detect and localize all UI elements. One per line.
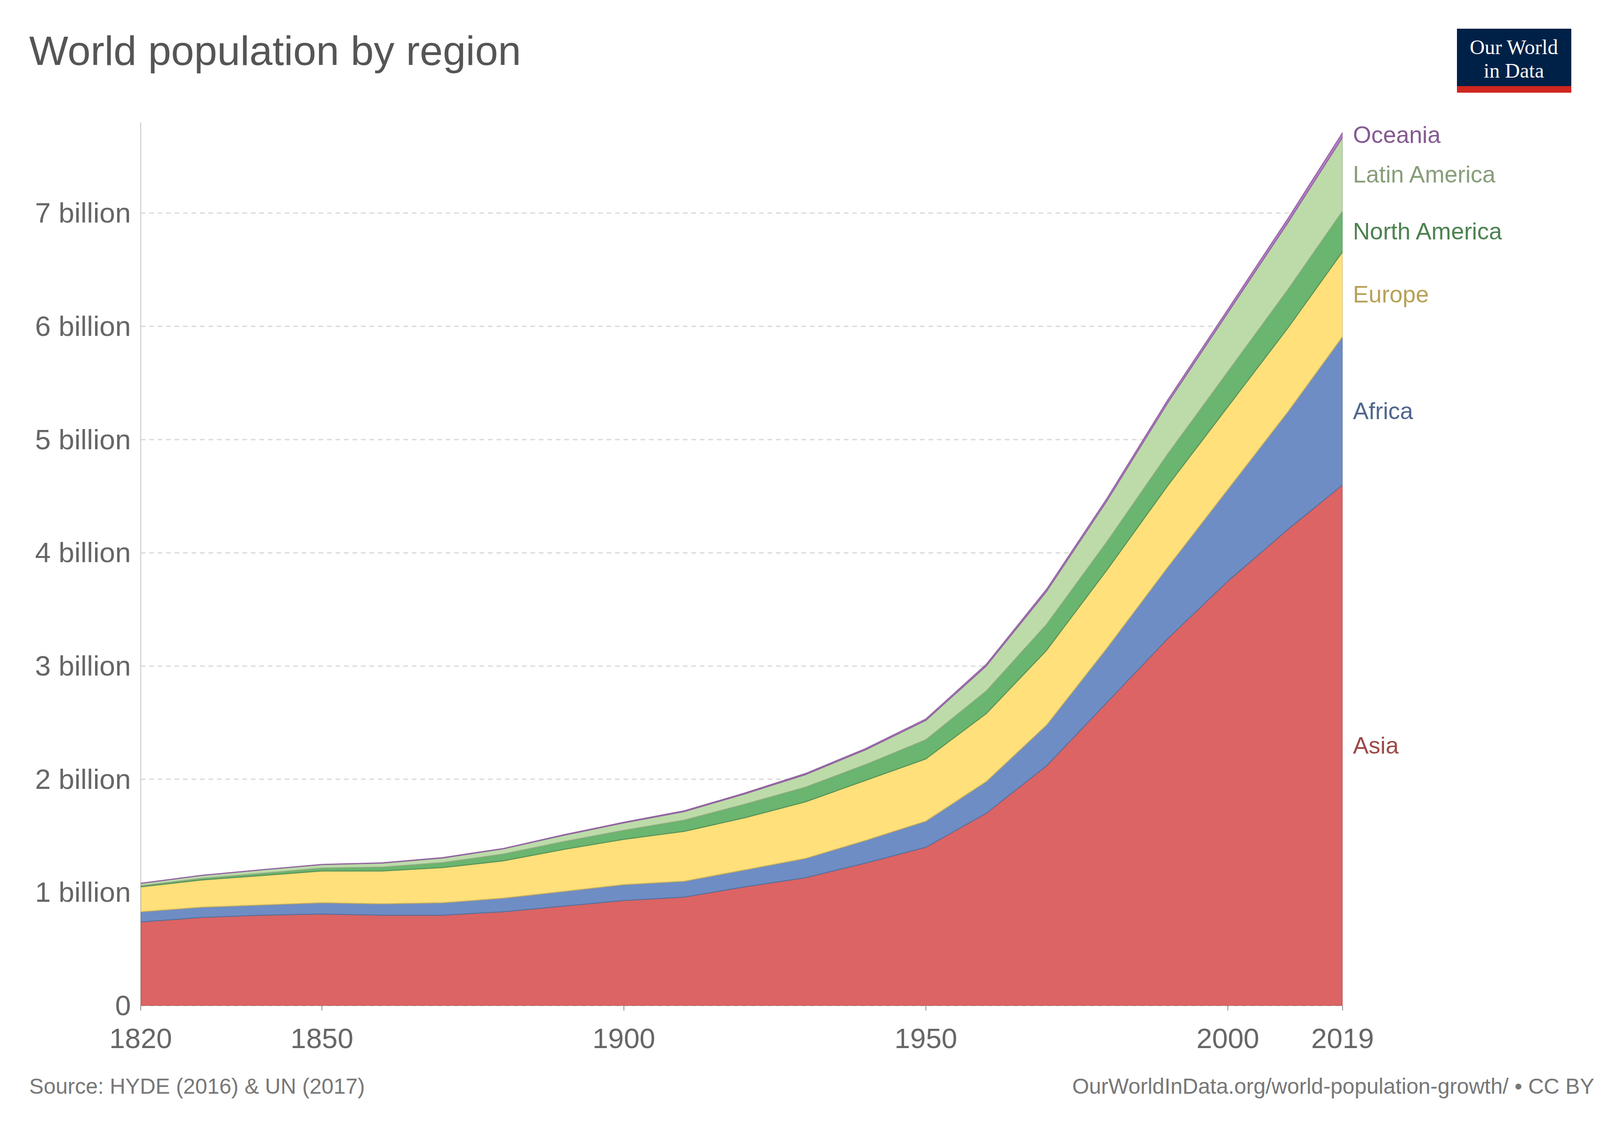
plot-area (140, 132, 1343, 1007)
grid-line (140, 212, 1343, 215)
x-tick (1342, 1006, 1344, 1011)
x-tick-label: 1900 (592, 1023, 656, 1055)
logo-text: Our World (1469, 35, 1559, 59)
logo: Our Worldin Data (1456, 28, 1572, 93)
x-tick (623, 1006, 625, 1011)
x-tick-label: 1820 (109, 1023, 172, 1055)
credit: OurWorldInData.org/world-population-grow… (1072, 1074, 1595, 1099)
area-4 (140, 137, 1343, 887)
y-tick-label: 0 (115, 990, 131, 1022)
logo-box (1456, 28, 1572, 92)
y-tick-label: 5 billion (35, 424, 131, 456)
x-tick (925, 1006, 927, 1011)
source: Source: HYDE (2016) & UN (2017) (29, 1074, 365, 1099)
title: World population by region (29, 27, 521, 74)
series-label: Oceania (1352, 121, 1441, 149)
x-tick-label: 2000 (1196, 1023, 1259, 1055)
series-label: Africa (1352, 398, 1414, 425)
y-tick-label: 1 billion (35, 876, 131, 909)
x-tick-label: 1950 (894, 1023, 958, 1055)
area-3 (140, 210, 1343, 888)
series-label: Latin America (1352, 161, 1496, 188)
series-label: Asia (1352, 732, 1399, 760)
area-5 (140, 132, 1343, 884)
x-tick-label: 2019 (1311, 1023, 1374, 1055)
y-tick-label: 4 billion (35, 536, 131, 569)
logo-text: in Data (1483, 59, 1544, 83)
y-axis-line (140, 122, 142, 1007)
x-tick (321, 1006, 323, 1011)
grid-line (140, 325, 1343, 328)
series-label: North America (1352, 218, 1503, 245)
chart: World population by region Our Worldin Da… (0, 0, 1600, 1129)
y-tick-label: 7 billion (35, 197, 131, 229)
x-tick (140, 1006, 142, 1011)
x-tick-label: 1850 (290, 1023, 353, 1055)
x-tick (1227, 1006, 1229, 1011)
logo-bar (1456, 86, 1572, 93)
series-label: Europe (1352, 281, 1429, 308)
y-tick-label: 6 billion (35, 310, 131, 343)
y-tick-label: 2 billion (35, 763, 131, 796)
y-tick-label: 3 billion (35, 650, 131, 682)
